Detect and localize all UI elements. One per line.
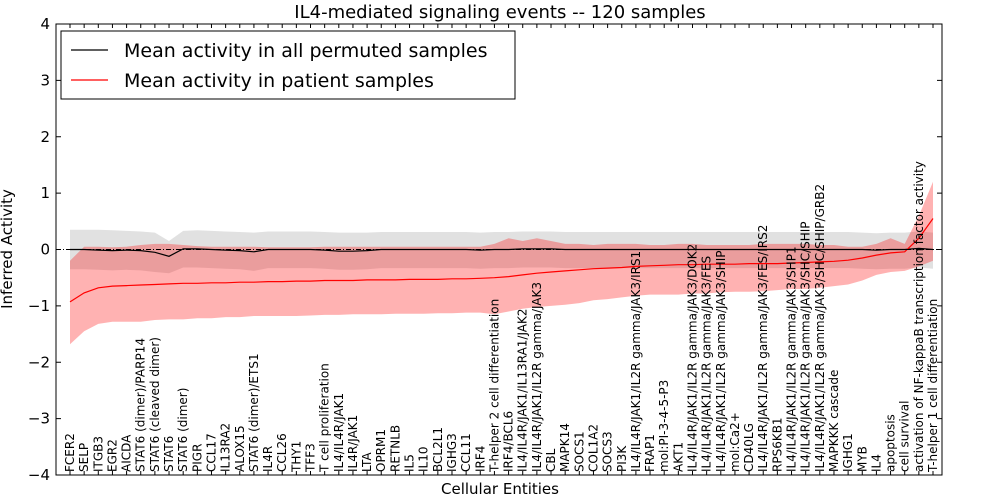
y-tick-label: −3 bbox=[28, 410, 50, 428]
x-category-label: SOCS1 bbox=[572, 431, 586, 472]
y-tick-label: −1 bbox=[28, 297, 50, 315]
x-category-label: IL4/IL4R/JAK1/IL2R gamma/JAK3/SHIP bbox=[714, 251, 728, 472]
x-category-label: IL4/IL4R/JAK1/IL2R gamma/JAK3 bbox=[530, 282, 544, 472]
x-category-label: CCL17 bbox=[205, 433, 219, 472]
x-category-label: STAT6 (dimer)/ETS1 bbox=[247, 353, 261, 472]
x-category-label: IL4/IL4R/JAK1 bbox=[332, 393, 346, 472]
x-category-label: PI3K bbox=[615, 445, 629, 472]
x-category-label: T-helper 1 cell differentiation bbox=[926, 299, 940, 473]
x-category-label: IL10 bbox=[417, 447, 431, 473]
y-tick-label: −4 bbox=[28, 466, 50, 484]
patient-band bbox=[70, 181, 933, 345]
x-category-label: COL1A2 bbox=[587, 424, 601, 472]
legend-label: Mean activity in patient samples bbox=[124, 70, 434, 92]
x-category-label: ALOX15 bbox=[233, 425, 247, 472]
x-category-label: SELP bbox=[77, 443, 91, 472]
x-category-label: CCL26 bbox=[275, 433, 289, 472]
x-category-label: OPRM1 bbox=[374, 429, 388, 472]
x-category-label: IL4/IL4R/JAK1/IL2R gamma/JAK3/SHP1 bbox=[785, 246, 799, 472]
x-category-label: CD40LG bbox=[742, 423, 756, 472]
x-category-label: IGHG1 bbox=[841, 433, 855, 472]
x-category-label: BCL2L1 bbox=[431, 427, 445, 472]
x-category-label: MAPK14 bbox=[558, 423, 572, 472]
x-category-label: PIGR bbox=[190, 444, 204, 472]
y-tick-label: 1 bbox=[40, 184, 50, 202]
y-axis-label: Inferred Activity bbox=[0, 189, 16, 309]
x-category-label: CBL bbox=[544, 448, 558, 472]
x-category-label: activation of NF-kappaB transcription fa… bbox=[912, 161, 926, 472]
x-category-label: RETNLB bbox=[388, 425, 402, 472]
x-category-label: EGR2 bbox=[105, 439, 119, 472]
x-category-label: IL4/IL4R/JAK1/IL13RA1/JAK2 bbox=[516, 309, 530, 473]
x-category-label: IL4/IL4R/JAK1/IL2R gamma/JAK3/SHC/SHIP/G… bbox=[813, 184, 827, 472]
x-category-label: IGHG3 bbox=[445, 433, 459, 472]
x-category-label: MAPKKK cascade bbox=[827, 370, 841, 472]
y-tick-label: 0 bbox=[40, 241, 50, 259]
legend-label: Mean activity in all permuted samples bbox=[124, 40, 487, 62]
x-category-label: RPS6KB1 bbox=[770, 417, 784, 472]
y-tick-label: 2 bbox=[40, 128, 50, 146]
x-category-label: IRF4 bbox=[473, 446, 487, 472]
x-axis-label: Cellular Entities bbox=[441, 480, 559, 498]
y-tick-label: 4 bbox=[40, 15, 50, 33]
x-category-label: STAT6 (cleaved dimer) bbox=[148, 337, 162, 472]
x-category-label: LTA bbox=[360, 452, 374, 472]
x-category-label: AKT1 bbox=[671, 442, 685, 472]
x-category-label: IL4/IL4R/JAK1/IL2R gamma/JAK3/DOK2 bbox=[686, 244, 700, 472]
x-category-label: STAT6 bbox=[162, 436, 176, 472]
x-category-label: STAT6 (dimer)/PARP14 bbox=[134, 338, 148, 472]
confidence-bands bbox=[70, 181, 933, 345]
x-category-label: TFF3 bbox=[304, 443, 318, 473]
legend-box bbox=[60, 30, 516, 100]
x-category-label: T cell proliferation bbox=[318, 363, 332, 473]
x-category-label: ITGB3 bbox=[91, 436, 105, 472]
x-category-label: IL4/IL4R/JAK1/IL2R gamma/JAK3/IRS1 bbox=[629, 251, 643, 472]
x-category-label: IL4/IL4R/JAK1/IL2R gamma/JAK3/FES/IRS2 bbox=[756, 225, 770, 472]
x-category-label: mol:Ca2+ bbox=[728, 412, 742, 472]
x-category-label: IL13RA2 bbox=[219, 423, 233, 472]
x-category-label: STAT6 (dimer) bbox=[176, 388, 190, 472]
x-category-label: IL4R/JAK1 bbox=[346, 415, 360, 472]
x-category-label: IL4/IL4R/JAK1/IL2R gamma/JAK3/FES bbox=[700, 256, 714, 472]
x-category-label: SOCS3 bbox=[601, 431, 615, 472]
chart-title: IL4-mediated signaling events -- 120 sam… bbox=[294, 2, 705, 23]
y-axis-ticks: −4 −3 −2 −1 0 1 2 3 4 bbox=[28, 15, 942, 484]
x-category-label: CCL11 bbox=[459, 433, 473, 472]
x-category-label: IL4 bbox=[869, 454, 883, 472]
patient-mean-line bbox=[69, 218, 934, 303]
y-tick-label: 3 bbox=[40, 71, 50, 89]
x-category-label: FCER2 bbox=[63, 433, 77, 472]
x-category-label: T-helper 2 cell differentiation bbox=[487, 299, 501, 473]
y-tick-label: −2 bbox=[28, 353, 50, 371]
x-category-label: THY1 bbox=[289, 441, 303, 473]
x-category-label: MYB bbox=[855, 446, 869, 472]
x-category-label: IL4R bbox=[261, 446, 275, 472]
x-category-label: IL5 bbox=[403, 454, 417, 472]
x-category-label: IL4/IL4R/JAK1/IL2R gamma/JAK3/SHC/SHIP bbox=[799, 221, 813, 472]
x-category-label: mol:PI-3-4-5-P3 bbox=[657, 380, 671, 472]
x-axis-ticks: FCER2 SELP ITGB3 EGR2 AICDA STAT6 (dimer)/PAR… bbox=[63, 24, 940, 475]
legend: Mean activity in all permuted samples Mea… bbox=[60, 30, 516, 100]
x-category-label: IRF4/BCL6 bbox=[502, 411, 516, 472]
x-category-label: AICDA bbox=[120, 434, 134, 472]
x-category-label: cell survival bbox=[898, 401, 912, 472]
x-category-label: apoptosis bbox=[884, 414, 898, 472]
permuted-band bbox=[70, 229, 933, 274]
x-category-label: FRAP1 bbox=[643, 434, 657, 472]
